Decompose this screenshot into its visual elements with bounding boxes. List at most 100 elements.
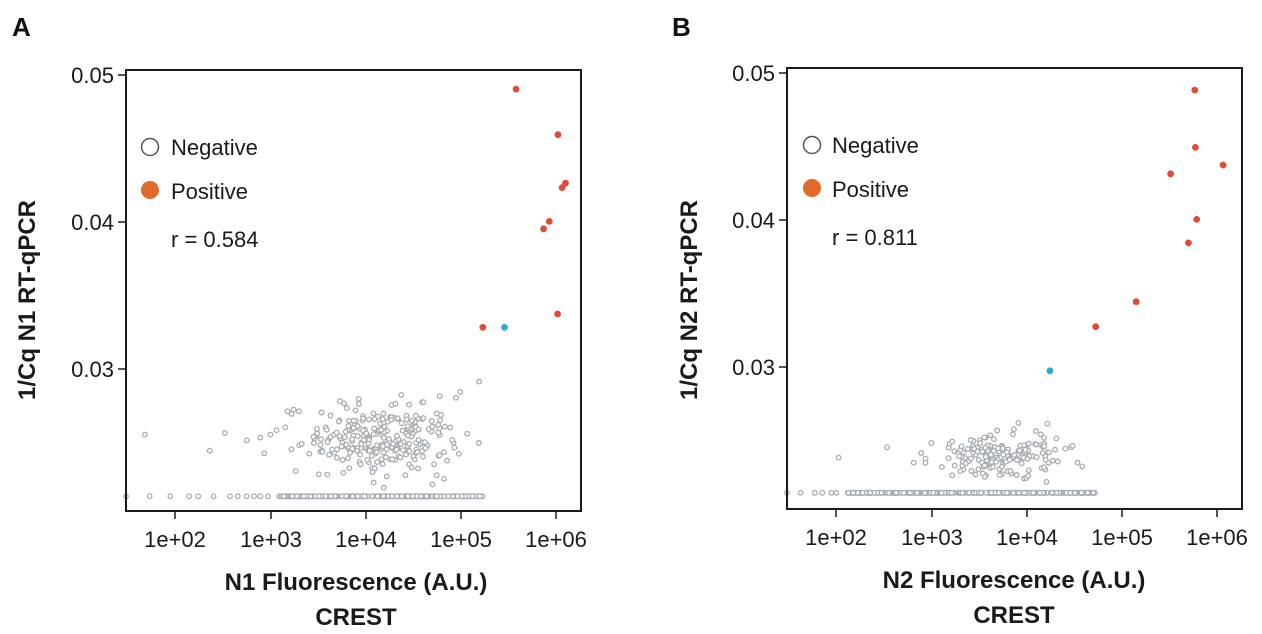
panel-b-negative-point [893,489,900,496]
panel-a-negative-point [377,420,383,427]
panel-a-y-tick-label: 0.03 [71,357,114,382]
panel-a-negative-point [261,450,268,457]
panel-b-negative-point [988,459,995,466]
panel-b-negative-point [1022,446,1029,453]
panel-a-label: A [12,12,31,42]
panel-a-negative-point [420,415,427,422]
panel-a-x-tick-label: 1e+02 [144,527,206,552]
panel-a-negative-point [373,442,380,449]
panel-b-positive-point [1193,216,1201,223]
panel-b-negative-point [1052,446,1058,453]
panel-a-negative-point [186,493,193,500]
panel-a-negative-point [400,447,407,454]
panel-b-negative-point [998,463,1005,470]
panel-a-negative-point [455,450,462,457]
panel-a-negative-point [380,434,387,441]
panel-a-negative-point [141,431,148,438]
panel-a-negative-point [447,424,454,431]
panel-b-positive-point [1192,144,1199,151]
panel-a-highlight-point [501,323,508,331]
panel-a-negative-point [360,415,367,422]
panel-a-negative-point [364,456,371,463]
panel-a-negative-point [393,446,400,453]
panel-a-negative-point [366,447,373,454]
panel-a-x-axis-subtitle: CREST [315,604,397,631]
panel-b-x-axis: 1e+02 1e+03 1e+04 1e+05 1e+06 [805,509,1248,550]
panel-b-negative-point [1041,443,1048,450]
panel-b-negative-point [1010,426,1017,433]
panel-a-negative-point [243,493,250,500]
panel-a-negative-point [333,446,340,453]
panel-a-negative-point [346,417,353,424]
panel-a-x-tick-label: 1e+03 [240,527,302,552]
panel-b-negative-point [959,489,966,496]
panel-a-negative-point [333,429,340,436]
panel-b-y-tick-label: 0.03 [732,355,775,380]
panel-b-negative-point [1079,463,1086,470]
panel-a-negative-point [350,424,357,431]
panel-a-negative-point [441,423,448,430]
panel-a-negative-point [257,434,264,441]
panel-a-negative-point [313,425,320,432]
panel-b-negative-point [885,489,892,496]
panel-a-negative-point [414,493,421,500]
panel-a-negative-point [371,416,378,423]
panel-b-negative-point [906,489,913,496]
panel-b-negative-point [1015,419,1022,426]
panel-a-negative-point [368,452,375,459]
panel-b-negative-point [966,489,972,496]
panel-a-negative-point [402,451,409,458]
panel-b-negative-point [1014,457,1020,464]
panel-a-negative-point [411,456,418,463]
panel-a-negative-point [399,427,406,434]
panel-a-negative-point [324,439,331,445]
panel-a-negative-point [366,416,372,423]
panel-a-negative-point [361,493,368,500]
panel-b-x-axis-subtitle: CREST [973,602,1055,629]
panel-b-negative-point [996,472,1003,479]
panel-a-negative-point [323,426,330,433]
panel-a-negative-point [454,493,461,500]
panel-a-negative-point [284,408,291,415]
panel-a-correlation: r = 0.584 [171,227,258,252]
panel-b-negative-point [811,489,818,496]
panel-b-negative-point [982,453,989,460]
panel-b-negative-point [968,468,975,474]
panel-a-negative-point [419,453,426,460]
panel-a-negative-point [404,432,411,439]
panel-a-negative-point [398,493,405,500]
panel-a-negative-point [475,440,482,446]
panel-b-negative-point [1013,472,1020,478]
panel-b-negative-point [819,489,826,496]
panel-b-negative-point [867,489,874,496]
panel-b-negative-point [989,463,996,470]
panel-b-negative-point [1010,489,1017,496]
panel-a-negative-point [257,493,264,500]
panel-b-negative-point [1043,478,1050,485]
panel-a-negative-point [357,461,364,468]
panel-b-negative-point [1007,468,1014,474]
panel-a-negative-point [397,441,404,447]
panel-a-positive-point [554,131,562,139]
panel-b-negative-point [850,489,857,496]
panel-a-negative-point [365,440,372,447]
panel-b-negative-point [972,471,979,478]
panel-a-negative-point [332,493,339,500]
panel-a-negative-point [435,429,442,436]
panel-a-negative-point [398,391,405,398]
panel-a-negative-point [476,378,483,385]
panel-a-negative-point [315,493,322,500]
panel-a-negative-point [350,417,357,424]
panel-a-x-axis: 1e+02 1e+03 1e+04 1e+05 1e+06 [144,511,587,552]
panel-b-x-tick-label: 1e+05 [1091,525,1153,550]
panel-b-negative-point [845,489,852,496]
panel-a-negative-point [267,431,274,438]
panel-a-positive-point [540,225,547,233]
panel-a-negative-point [390,440,397,447]
panel-b-correlation: r = 0.811 [832,225,918,250]
panel-b-negative-point [987,432,994,439]
panel-b-negative-point [878,489,885,496]
panel-a-negative-point [453,394,459,401]
panel-a-negative-point [345,423,352,429]
panel-a-negative-point [441,475,448,482]
